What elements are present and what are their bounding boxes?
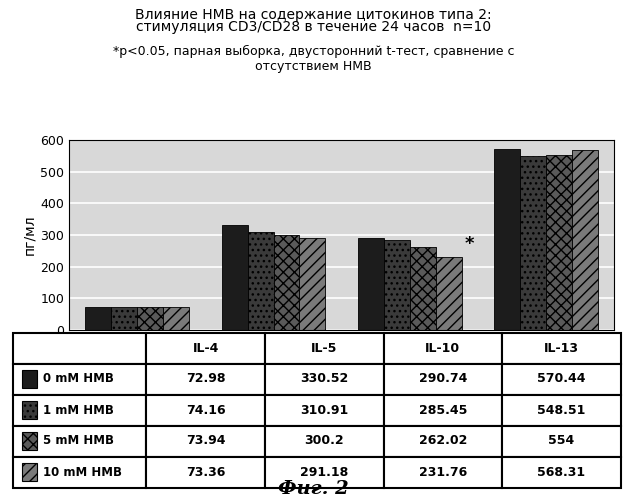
Bar xyxy=(22,464,37,480)
Bar xyxy=(13,394,146,426)
Bar xyxy=(22,370,37,388)
Bar xyxy=(410,247,436,330)
Bar xyxy=(265,364,384,394)
Text: Влияние НМВ на содержание цитокинов типа 2:: Влияние НМВ на содержание цитокинов типа… xyxy=(135,8,492,22)
Bar xyxy=(520,156,546,330)
Bar xyxy=(146,364,265,394)
Bar xyxy=(146,456,265,488)
Bar xyxy=(495,150,520,330)
Bar xyxy=(502,456,621,488)
Bar xyxy=(265,456,384,488)
Bar xyxy=(137,306,163,330)
Text: 0 mM НМВ: 0 mM НМВ xyxy=(43,372,114,386)
Text: 5 mM НМВ: 5 mM НМВ xyxy=(43,434,114,448)
Bar xyxy=(22,402,37,418)
Text: 231.76: 231.76 xyxy=(419,466,467,478)
Text: 73.94: 73.94 xyxy=(186,434,225,448)
Bar xyxy=(384,456,502,488)
Text: 330.52: 330.52 xyxy=(300,372,349,386)
Bar xyxy=(22,432,37,450)
Text: 554: 554 xyxy=(548,434,574,448)
Text: 72.98: 72.98 xyxy=(186,372,225,386)
Y-axis label: пг/мл: пг/мл xyxy=(22,214,36,256)
Bar xyxy=(111,306,137,330)
Bar xyxy=(502,426,621,456)
Bar xyxy=(265,426,384,456)
Text: 300.2: 300.2 xyxy=(305,434,344,448)
Bar xyxy=(146,332,265,364)
Bar xyxy=(358,238,384,330)
Text: 291.18: 291.18 xyxy=(300,466,349,478)
Bar xyxy=(572,150,598,330)
Text: 570.44: 570.44 xyxy=(537,372,586,386)
Bar xyxy=(163,307,189,330)
Text: IL-5: IL-5 xyxy=(311,342,337,354)
Bar xyxy=(13,456,146,488)
Text: 73.36: 73.36 xyxy=(186,466,225,478)
Bar xyxy=(248,232,273,330)
Bar xyxy=(384,426,502,456)
Bar xyxy=(384,332,502,364)
Bar xyxy=(384,394,502,426)
Text: IL-4: IL-4 xyxy=(192,342,219,354)
Bar xyxy=(436,256,461,330)
Bar xyxy=(13,426,146,456)
Text: стимуляция CD3/CD28 в течение 24 часов  n=10: стимуляция CD3/CD28 в течение 24 часов n… xyxy=(136,20,491,34)
Bar xyxy=(13,364,146,394)
Text: 10 mM НМВ: 10 mM НМВ xyxy=(43,466,122,478)
Bar xyxy=(265,332,384,364)
Text: 74.16: 74.16 xyxy=(186,404,226,416)
Text: 285.45: 285.45 xyxy=(419,404,467,416)
Text: Фиг. 2: Фиг. 2 xyxy=(278,480,349,498)
Bar xyxy=(384,240,410,330)
Bar xyxy=(502,364,621,394)
Bar xyxy=(13,332,146,364)
Bar xyxy=(502,332,621,364)
Bar xyxy=(502,394,621,426)
Bar xyxy=(273,235,300,330)
Text: 262.02: 262.02 xyxy=(419,434,467,448)
Bar xyxy=(146,426,265,456)
Bar xyxy=(146,394,265,426)
Text: *: * xyxy=(465,236,474,254)
Bar xyxy=(384,364,502,394)
Text: 548.51: 548.51 xyxy=(537,404,586,416)
Text: 290.74: 290.74 xyxy=(419,372,467,386)
Text: IL-10: IL-10 xyxy=(425,342,460,354)
Bar xyxy=(300,238,325,330)
Text: *p<0.05, парная выборка, двусторонний t-тест, сравнение с
отсутствием НМВ: *p<0.05, парная выборка, двусторонний t-… xyxy=(113,45,514,73)
Bar xyxy=(222,226,248,330)
Text: 1 mM НМВ: 1 mM НМВ xyxy=(43,404,114,416)
Bar xyxy=(85,307,111,330)
Bar xyxy=(546,154,572,330)
Text: 310.91: 310.91 xyxy=(300,404,349,416)
Bar xyxy=(265,394,384,426)
Text: IL-13: IL-13 xyxy=(544,342,579,354)
Text: 568.31: 568.31 xyxy=(537,466,586,478)
